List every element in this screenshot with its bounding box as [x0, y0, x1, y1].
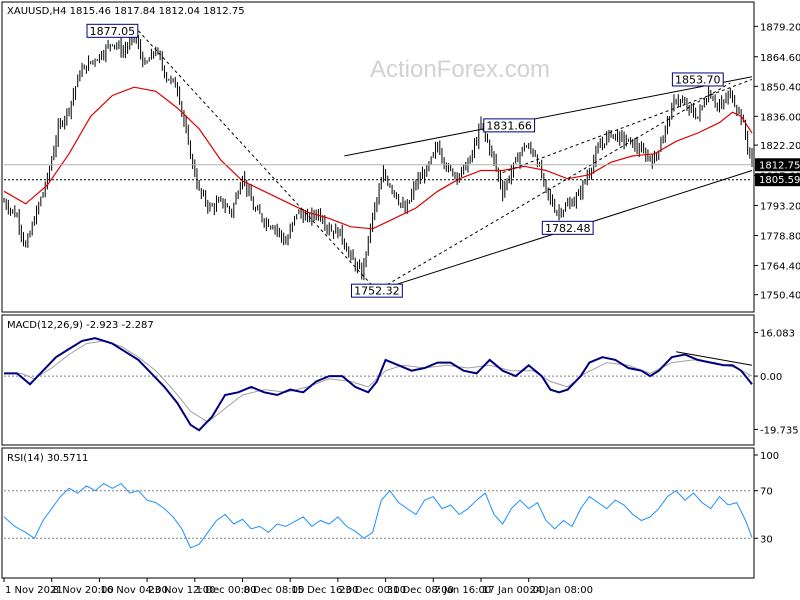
price-panel-header: XAUUSD,H4 1815.46 1817.84 1812.04 1812.7…	[7, 6, 245, 17]
price-y-tick-label: 1836.00	[760, 112, 800, 123]
price-annotation-label: 1877.05	[90, 25, 136, 38]
x-tick-label: 24 Jan 08:00	[530, 585, 593, 596]
current-price-tag: 1812.75	[755, 158, 800, 172]
price-annotation: 1831.66	[483, 118, 536, 133]
price-annotation-label: 1831.66	[486, 119, 532, 132]
rsi-y-tick-label: 100	[760, 451, 779, 462]
macd-y-tick-label: 16.083	[760, 329, 795, 340]
price-annotation-label: 1752.32	[354, 285, 400, 298]
x-tick-label: 7 Jan 16:00	[434, 585, 491, 596]
x-tick-label: 1 Nov 2021	[5, 585, 63, 596]
macd-panel	[4, 337, 753, 432]
x-tick-label: 1 Dec 00:00	[196, 585, 257, 596]
x-tick-label: 23 Dec 00:00	[339, 585, 406, 596]
price-annotation: 1853.70	[671, 72, 724, 87]
x-tick-label: 17 Jan 00:00	[482, 585, 545, 596]
rsi-y-tick-label: 70	[760, 487, 773, 498]
rsi-panel	[3, 482, 753, 549]
macd-line	[4, 337, 753, 432]
rsi-panel-header: RSI(14) 30.5711	[7, 453, 88, 464]
x-tick-label: 8 Dec 08:00	[243, 585, 304, 596]
macd-panel-header: MACD(12,26,9) -2.923 -2.287	[7, 320, 154, 331]
x-tick-label: 15 Dec 16:00	[291, 585, 358, 596]
price-annotation-label: 1782.48	[545, 222, 591, 235]
price-annotation-box	[483, 118, 536, 133]
price-panel: 1877.05 1752.32 1831.66 1782.48 1853.70	[3, 23, 753, 298]
dashed-trendline	[138, 30, 378, 292]
dashed-trendline	[376, 82, 731, 292]
x-tick-label: 31 Dec 08:00	[387, 585, 454, 596]
x-tick-label: 16 Nov 04:00	[100, 585, 167, 596]
price-annotation-box	[351, 283, 403, 298]
price-y-tick-label: 1822.20	[760, 141, 800, 152]
macd-y-tick-label: -19.735	[760, 425, 799, 436]
x-tick-label: 8 Nov 20:00	[53, 585, 114, 596]
price-annotation-box	[86, 23, 139, 38]
price-y-tick-label: 1764.40	[760, 262, 800, 273]
price-annotation-box	[541, 220, 594, 235]
price-y-tick-label: 1778.80	[760, 232, 800, 243]
support-level-label: 1805.59	[759, 175, 800, 186]
watermark: ActionForex.com	[370, 56, 550, 83]
price-annotation: 1877.05	[86, 23, 139, 38]
rsi-line	[3, 482, 753, 549]
price-annotation: 1752.32	[351, 283, 403, 298]
price-y-tick-label: 1879.20	[760, 22, 800, 33]
price-annotation-label: 1853.70	[675, 73, 721, 86]
dashed-trendline	[502, 78, 753, 174]
price-y-tick-label: 1850.40	[760, 82, 800, 93]
x-tick-label: 23 Nov 12:00	[148, 585, 215, 596]
price-y-tick-label: 1793.20	[760, 202, 800, 213]
price-y-tick-label: 1864.60	[760, 53, 800, 64]
current-price-label: 1812.75	[759, 160, 800, 171]
macd-trendline	[676, 351, 753, 366]
price-annotation: 1782.48	[541, 220, 594, 235]
channel-trendline	[344, 76, 753, 157]
macd-y-tick-label: 0.00	[760, 372, 782, 383]
axes: 1879.201864.601850.401836.001822.201807.…	[3, 22, 800, 596]
support-level-tag: 1805.59	[755, 173, 800, 187]
rsi-y-tick-label: 30	[760, 534, 773, 545]
price-y-tick-label: 1750.40	[760, 291, 800, 302]
price-annotation-box	[671, 72, 724, 87]
moving-average-line	[3, 86, 753, 230]
ohlc-bars	[3, 29, 753, 281]
